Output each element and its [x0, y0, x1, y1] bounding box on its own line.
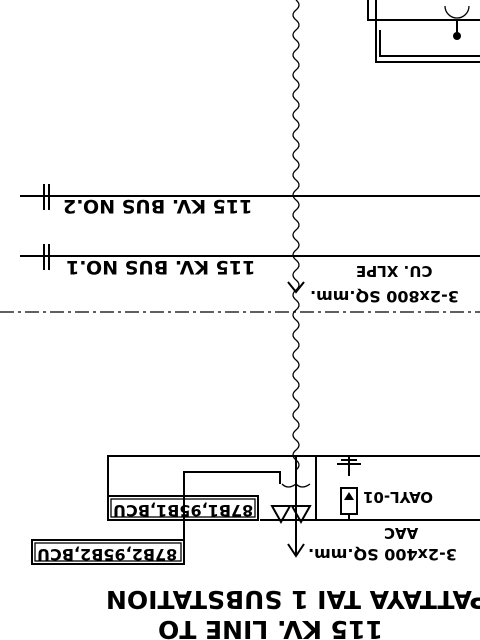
- conductor-size: 3-2x400 SQ.mm.: [308, 545, 457, 564]
- lower-connection: [107, 455, 480, 558]
- title-line-1: PATTAYA TAI 1 SUBSTATION: [106, 585, 480, 614]
- relay-box-2: [31, 539, 185, 565]
- bus-2: [20, 184, 480, 210]
- equipment-box: [367, 0, 480, 63]
- relay2-label: 87B2,95B2,BCU: [37, 545, 177, 564]
- relay1-label: 87B1,95B1,BCU: [113, 501, 253, 520]
- cable-top-size: 3-2x800 SQ.mm.: [310, 287, 459, 306]
- arrester-label: OAYL-01: [363, 488, 433, 506]
- cable-wavy-line: [292, 0, 300, 471]
- title-line-2: 115 KV. LINE TO: [158, 615, 383, 640]
- bus1-label: 115 KV. BUS NO.1: [66, 256, 255, 278]
- bus2-label: 115 KV. BUS NO.2: [63, 195, 252, 217]
- relay-box-1: [107, 495, 259, 521]
- bus-1: [20, 244, 480, 270]
- conductor-type: AAC: [384, 524, 418, 542]
- cable-top-type: CU. XLPE: [356, 262, 432, 280]
